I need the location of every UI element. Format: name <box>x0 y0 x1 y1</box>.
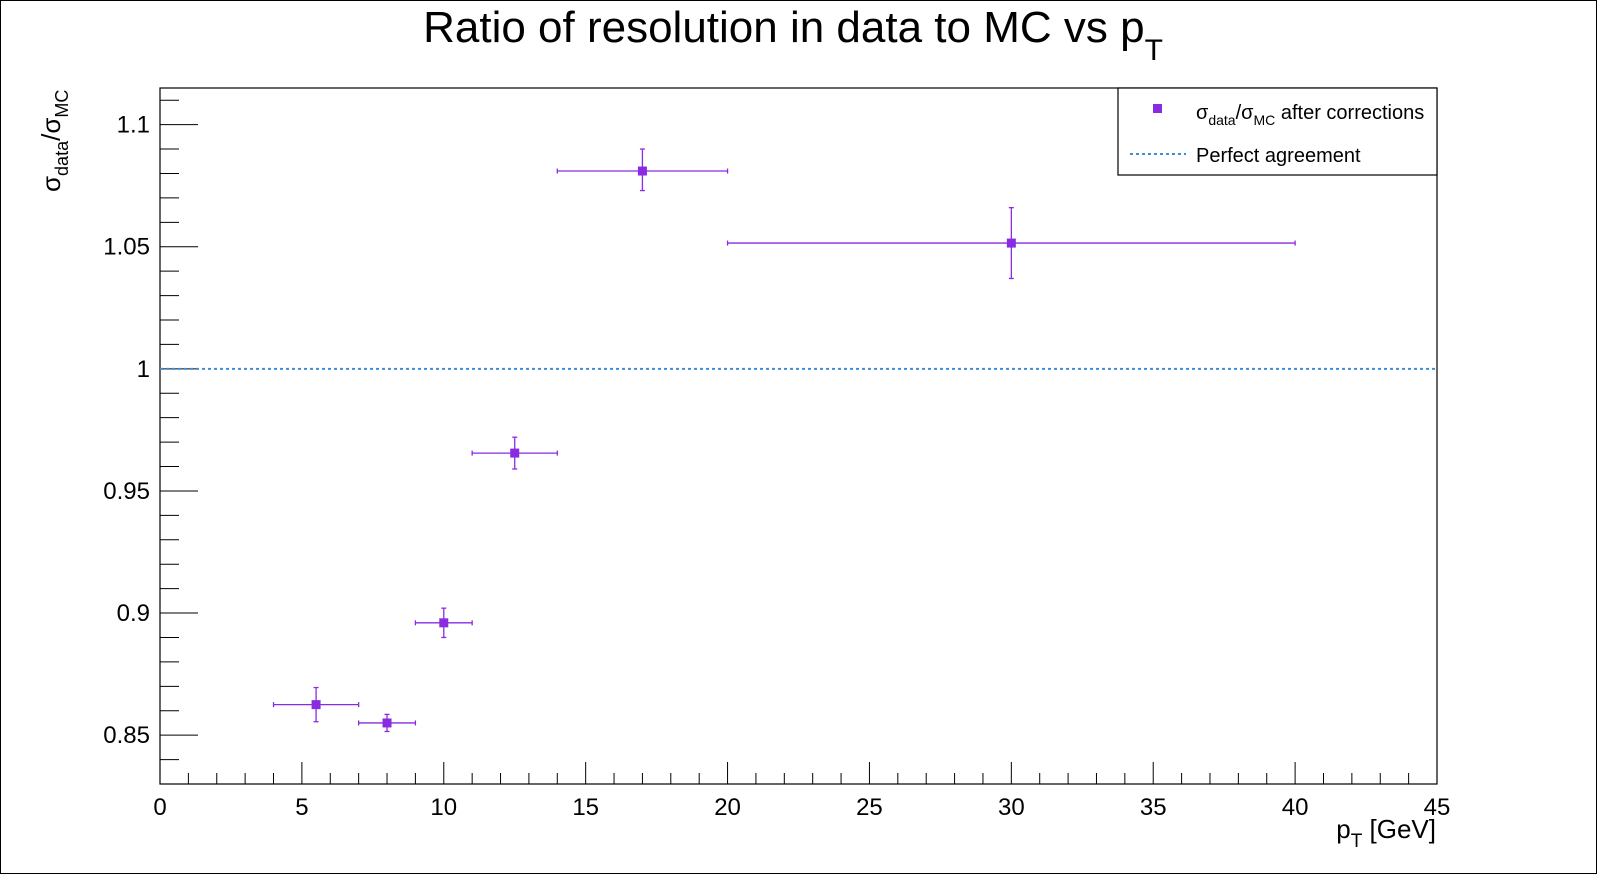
x-tick-label: 40 <box>1282 794 1309 821</box>
data-marker <box>510 448 520 458</box>
x-tick-label: 10 <box>430 794 457 821</box>
x-tick-label: 15 <box>572 794 599 821</box>
x-axis-ticks <box>159 762 1438 784</box>
data-points <box>272 148 1296 733</box>
x-axis-tick-labels: 0 5 10 15 20 25 30 35 40 45 <box>153 794 1450 821</box>
data-marker <box>637 166 647 176</box>
chart-title: Ratio of resolution in data to MC vs pT <box>423 3 1163 67</box>
x-tick-label: 30 <box>998 794 1025 821</box>
x-tick-label: 0 <box>153 794 166 821</box>
data-point <box>471 436 558 470</box>
data-point <box>414 607 473 639</box>
y-tick-label: 0.95 <box>103 478 150 505</box>
x-tick-label: 35 <box>1140 794 1167 821</box>
data-point <box>272 686 360 723</box>
y-axis-ticks <box>160 99 198 785</box>
y-tick-label: 1.05 <box>103 234 150 261</box>
data-point <box>726 207 1296 280</box>
data-marker <box>1006 238 1016 248</box>
y-tick-label: 0.85 <box>103 722 150 749</box>
chart-title-subscript: T <box>1145 34 1163 67</box>
y-tick-label: 1.1 <box>117 112 150 139</box>
legend: σdata/σMC after corrections Perfect agre… <box>1117 87 1438 176</box>
x-tick-label: 5 <box>295 794 308 821</box>
x-tick-label: 25 <box>856 794 883 821</box>
y-axis-label: σdata/σMC <box>36 90 72 192</box>
x-tick-label: 45 <box>1424 794 1451 821</box>
data-marker <box>439 618 449 628</box>
y-tick-label: 0.9 <box>117 600 150 627</box>
data-point <box>556 148 729 192</box>
x-axis-label: pT [GeV] <box>1336 814 1436 852</box>
data-marker <box>311 700 321 710</box>
legend-box <box>1117 87 1438 176</box>
legend-entry-corrections: σdata/σMC after corrections <box>1196 102 1424 128</box>
data-point <box>357 713 417 733</box>
plot-frame <box>159 87 1438 785</box>
y-axis-tick-labels: 0.85 0.9 0.95 1 1.05 1.1 <box>103 112 150 750</box>
y-tick-label: 1 <box>137 356 150 383</box>
x-tick-label: 20 <box>714 794 741 821</box>
legend-marker-square <box>1153 104 1162 113</box>
legend-entry-perfect-agreement: Perfect agreement <box>1196 145 1361 167</box>
data-marker <box>382 718 392 728</box>
